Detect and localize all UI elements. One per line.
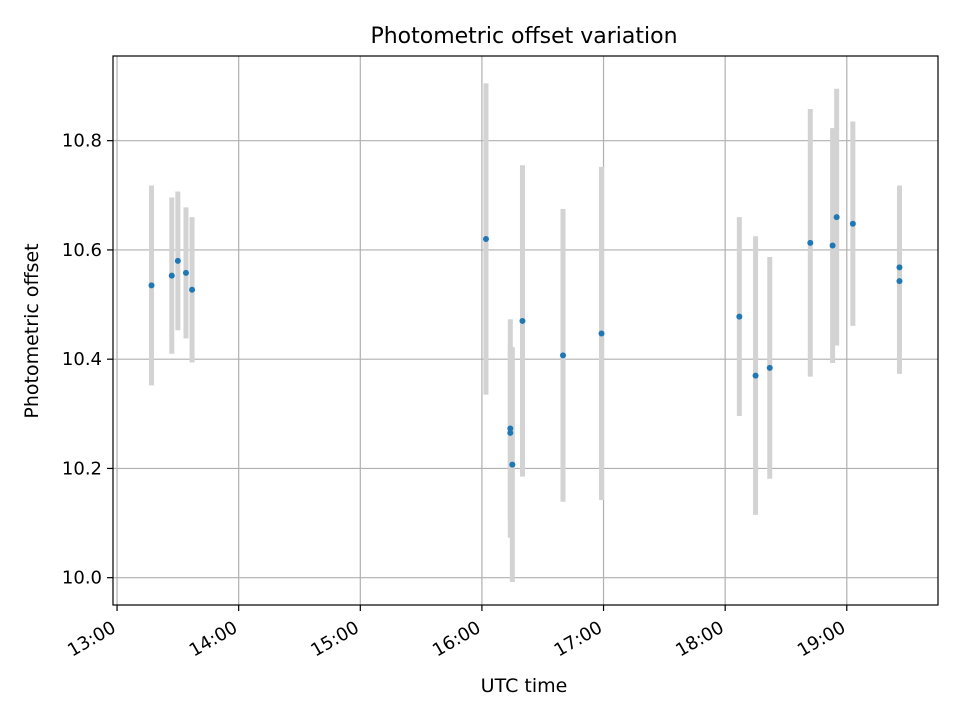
data-point <box>174 257 181 264</box>
data-point <box>598 330 605 337</box>
data-point <box>189 286 196 293</box>
data-point <box>833 214 840 221</box>
data-point <box>519 317 526 324</box>
y-tick-label: 10.6 <box>62 240 102 261</box>
y-tick-label: 10.0 <box>62 568 102 589</box>
data-point <box>829 242 836 249</box>
y-tick-label: 10.8 <box>62 131 102 152</box>
data-point <box>509 461 516 468</box>
data-point <box>482 236 489 242</box>
data-point <box>896 278 903 285</box>
data-point <box>507 429 514 436</box>
data-point <box>182 269 189 276</box>
data-point <box>736 313 743 320</box>
data-point <box>168 272 175 279</box>
chart-title: Photometric offset variation <box>370 24 677 49</box>
data-point <box>766 364 773 371</box>
y-tick-label: 10.4 <box>62 349 102 370</box>
data-point <box>807 239 814 246</box>
x-axis-label: UTC time <box>481 675 568 697</box>
axes-frame <box>112 55 939 606</box>
y-axis-label: Photometric offset <box>21 243 43 418</box>
data-point <box>849 220 856 227</box>
data-point <box>896 264 903 271</box>
data-point <box>752 372 759 379</box>
data-point <box>560 352 566 359</box>
y-tick-label: 10.2 <box>62 458 102 479</box>
data-point <box>507 425 514 432</box>
point-layer <box>148 214 903 468</box>
data-point <box>148 282 155 289</box>
